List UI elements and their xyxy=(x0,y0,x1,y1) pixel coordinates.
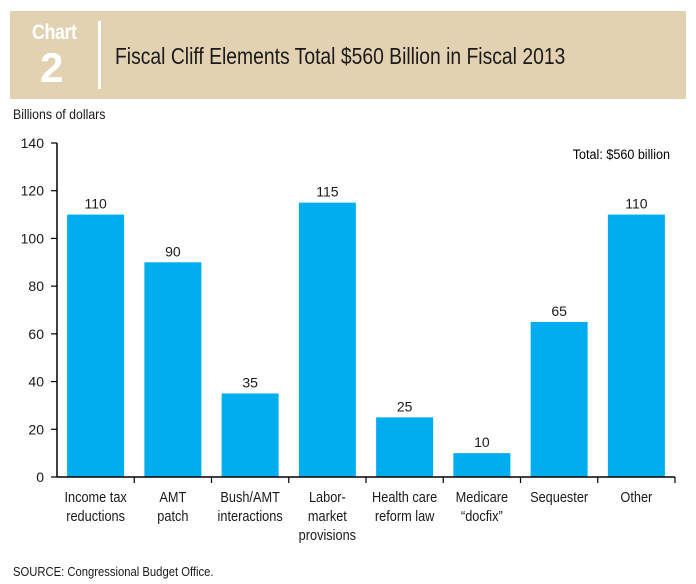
bar xyxy=(376,417,434,477)
x-tick-label: market xyxy=(308,508,347,524)
x-tick-label: Bush/AMT xyxy=(220,489,280,505)
x-tick-label: Labor- xyxy=(309,489,346,505)
total-annotation: Total: $560 billion xyxy=(573,146,670,162)
data-label: 90 xyxy=(165,243,181,259)
x-tick-label: patch xyxy=(157,508,188,524)
data-label: 65 xyxy=(551,303,567,319)
bar xyxy=(67,214,125,478)
y-tick-label: 100 xyxy=(21,230,45,246)
y-tick-label: 20 xyxy=(28,421,44,437)
x-tick-label: provisions xyxy=(299,527,357,543)
data-label: 25 xyxy=(397,398,413,414)
bar xyxy=(144,262,202,477)
source-note: SOURCE: Congressional Budget Office. xyxy=(13,565,214,579)
x-tick-label: reform law xyxy=(375,508,435,524)
bar xyxy=(453,453,511,477)
chart-header: Chart 2 Fiscal Cliff Elements Total $560… xyxy=(10,11,686,99)
data-label: 110 xyxy=(625,196,648,212)
x-tick-label: Income tax xyxy=(64,489,127,505)
bar xyxy=(607,214,665,478)
header-divider xyxy=(98,21,101,89)
bar xyxy=(298,202,356,477)
x-tick-label: “docfix” xyxy=(461,508,503,524)
x-tick-label: Other xyxy=(620,489,652,505)
bar xyxy=(221,393,279,477)
chart-label: Chart xyxy=(32,21,77,44)
data-label: 110 xyxy=(84,196,107,212)
x-tick-label: Health care xyxy=(372,489,437,505)
y-tick-label: 120 xyxy=(21,183,45,199)
y-tick-label: 80 xyxy=(28,278,44,294)
y-axis-label: Billions of dollars xyxy=(13,106,106,122)
y-tick-label: 60 xyxy=(28,326,44,342)
y-tick-label: 0 xyxy=(36,469,44,485)
x-tick-label: reductions xyxy=(66,508,125,524)
y-tick-label: 40 xyxy=(28,374,44,390)
data-label: 115 xyxy=(316,184,339,200)
data-label: 35 xyxy=(242,375,258,391)
bar xyxy=(530,321,588,477)
chart-number: 2 xyxy=(40,44,64,91)
x-tick-label: Medicare xyxy=(456,489,508,505)
chart-title: Fiscal Cliff Elements Total $560 Billion… xyxy=(115,43,566,69)
data-label: 10 xyxy=(474,434,490,450)
x-tick-label: Sequester xyxy=(530,489,589,505)
x-tick-label: AMT xyxy=(159,489,187,505)
x-tick-label: interactions xyxy=(218,508,283,524)
y-tick-label: 140 xyxy=(21,135,45,151)
